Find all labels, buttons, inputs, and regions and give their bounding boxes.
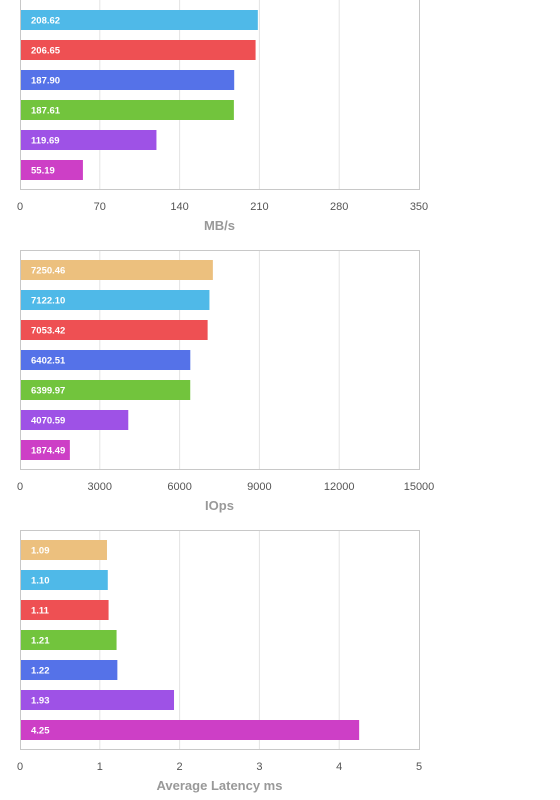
bar-value-label: 1.21	[31, 636, 50, 647]
bar	[21, 130, 157, 150]
x-tick-label: 140	[170, 201, 188, 213]
bar-value-label: 1.09	[31, 546, 50, 557]
plot-frame	[20, 530, 420, 750]
bar	[21, 440, 70, 460]
bar-value-label: 1874.49	[31, 446, 65, 457]
x-tick-label: 2	[177, 761, 183, 773]
x-tick-label: 0	[17, 201, 23, 213]
bar-value-label: 55.19	[31, 166, 55, 177]
chart-mbps: 208.62 206.65 187.90 187.61 119.69 55.19 0 70 14…	[17, 0, 428, 233]
bar	[21, 690, 175, 710]
bar	[21, 260, 213, 280]
bar	[21, 290, 210, 310]
x-tick-label: 1	[97, 761, 103, 773]
x-tick-label: 280	[330, 201, 348, 213]
bar-value-label: 6402.51	[31, 356, 66, 367]
bar-value-label: 208.62	[31, 16, 60, 27]
bar	[21, 660, 118, 680]
chart-latency: 1.09 1.10 1.11 1.21 1.22 1.93 4.25 0 1 2 3 4 5 Averag…	[17, 530, 422, 793]
x-tick-label: 3	[256, 761, 262, 773]
bar	[21, 10, 258, 30]
bar	[21, 100, 234, 120]
x-tick-label: 12000	[324, 481, 355, 493]
x-tick-label: 210	[250, 201, 268, 213]
bar-value-label: 1.93	[31, 696, 50, 707]
x-tick-label: 0	[17, 481, 23, 493]
x-tick-label: 0	[17, 761, 23, 773]
x-tick-label: 15000	[404, 481, 435, 493]
bar-value-label: 206.65	[31, 46, 61, 57]
bar	[21, 600, 109, 620]
bar-value-label: 1.11	[31, 606, 50, 617]
bar-value-label: 6399.97	[31, 386, 65, 397]
bar	[21, 350, 191, 370]
plot-frame	[20, 0, 420, 190]
x-tick-label: 6000	[167, 481, 191, 493]
x-tick-label: 350	[410, 201, 428, 213]
x-tick-label: 70	[94, 201, 106, 213]
bar-value-label: 4070.59	[31, 416, 65, 427]
bar-value-label: 187.61	[31, 106, 61, 117]
bar	[21, 320, 208, 340]
x-tick-label: 5	[416, 761, 422, 773]
x-axis-label: MB/s	[204, 218, 235, 233]
bar-value-label: 7122.10	[31, 296, 65, 307]
bar-value-label: 4.25	[31, 726, 50, 737]
bar-value-label: 1.22	[31, 666, 50, 677]
bar	[21, 40, 256, 60]
bar-value-label: 1.10	[31, 576, 50, 587]
bar	[21, 540, 107, 560]
bar-value-label: 119.69	[31, 136, 60, 147]
bar	[21, 570, 108, 590]
bar-value-label: 7053.42	[31, 326, 65, 337]
bar	[21, 160, 83, 180]
bar	[21, 720, 360, 740]
bar	[21, 630, 117, 650]
plot-frame	[20, 250, 420, 470]
bar-value-label: 187.90	[31, 76, 60, 87]
bar	[21, 410, 129, 430]
x-tick-label: 4	[336, 761, 342, 773]
chart-iops: 7250.46 7122.10 7053.42 6402.51 6399.97 4070.…	[17, 250, 434, 513]
x-axis-label: IOps	[205, 498, 234, 513]
bar	[21, 380, 191, 400]
x-tick-label: 3000	[88, 481, 112, 493]
bar-value-label: 7250.46	[31, 266, 65, 277]
x-axis-label: Average Latency ms	[157, 778, 283, 793]
bar	[21, 70, 235, 90]
x-tick-label: 9000	[247, 481, 271, 493]
